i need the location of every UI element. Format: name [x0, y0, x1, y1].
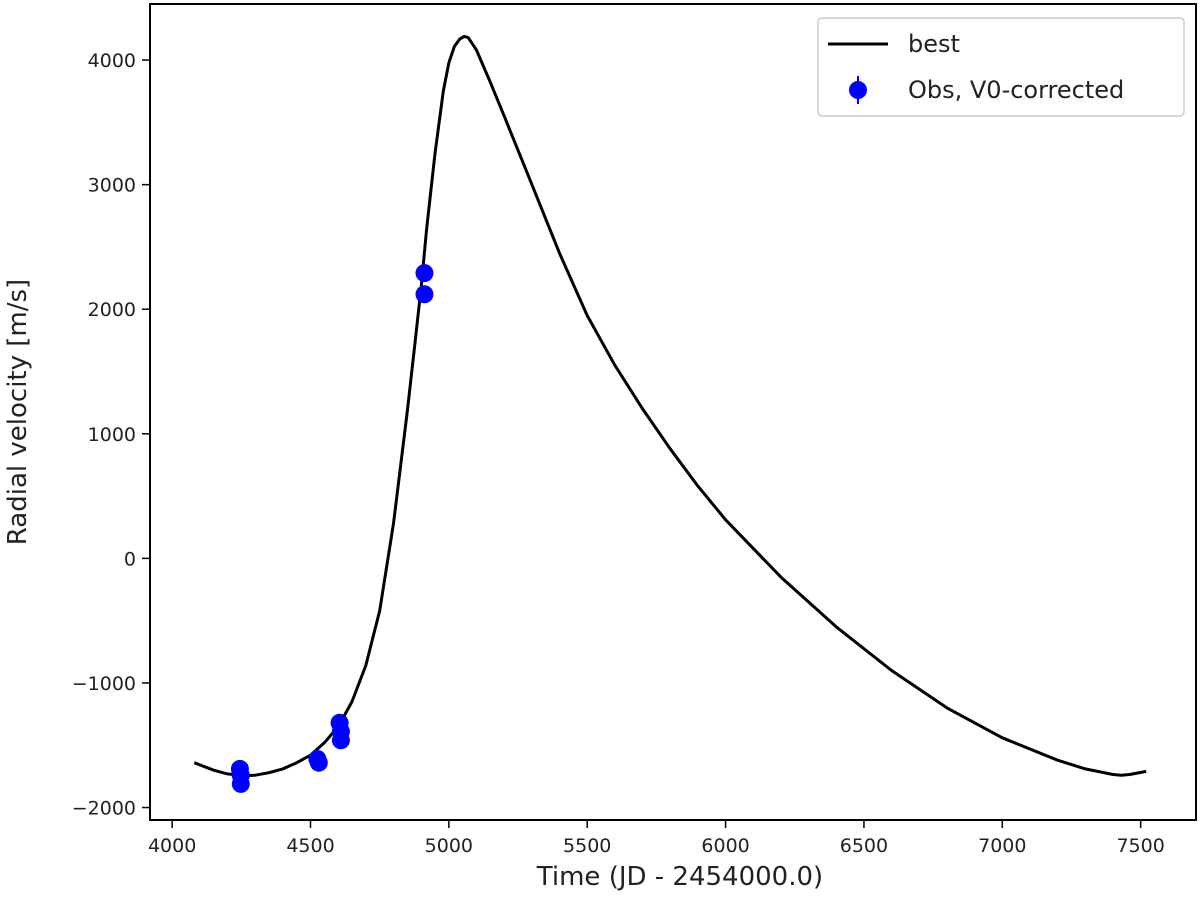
y-tick-label: 2000 [88, 299, 136, 321]
x-tick-label: 5500 [563, 835, 611, 857]
obs-point [415, 264, 434, 283]
legend-point-swatch [849, 81, 867, 99]
legend-label-obs: Obs, V0-corrected [908, 76, 1124, 104]
x-tick-label: 6000 [701, 835, 749, 857]
legend-box [817, 17, 1185, 117]
y-tick-label: 4000 [88, 50, 136, 72]
y-tick-label: 0 [124, 548, 136, 570]
plot-frame [149, 3, 1197, 821]
obs-point [331, 731, 350, 750]
model-curve-best [193, 34, 1147, 778]
y-tick-label: −1000 [72, 673, 136, 695]
x-tick-label: 7000 [978, 835, 1026, 857]
legend: best Obs, V0-corrected [817, 17, 1185, 117]
obs-point [309, 753, 328, 772]
legend-label-best: best [908, 30, 960, 58]
x-tick-label: 6500 [840, 835, 888, 857]
obs-point [415, 285, 434, 304]
y-tick-label: 3000 [88, 175, 136, 197]
x-tick-label: 4000 [148, 835, 196, 857]
x-axis-title: Time (JD - 2454000.0) [536, 862, 823, 892]
series-layer [193, 34, 1147, 793]
x-tick-label: 7500 [1116, 835, 1164, 857]
y-tick-label: −2000 [72, 798, 136, 820]
x-tick-label: 5000 [425, 835, 473, 857]
y-axis-title: Radial velocity [m/s] [3, 279, 33, 545]
obs-point [231, 774, 250, 793]
y-tick-label: 1000 [88, 424, 136, 446]
y-ticks: −2000 −1000 0 1000 2000 3000 4000 [72, 50, 150, 820]
x-tick-label: 4500 [286, 835, 334, 857]
x-ticks: 4000 4500 5000 5500 6000 6500 7000 7500 [148, 820, 1165, 857]
